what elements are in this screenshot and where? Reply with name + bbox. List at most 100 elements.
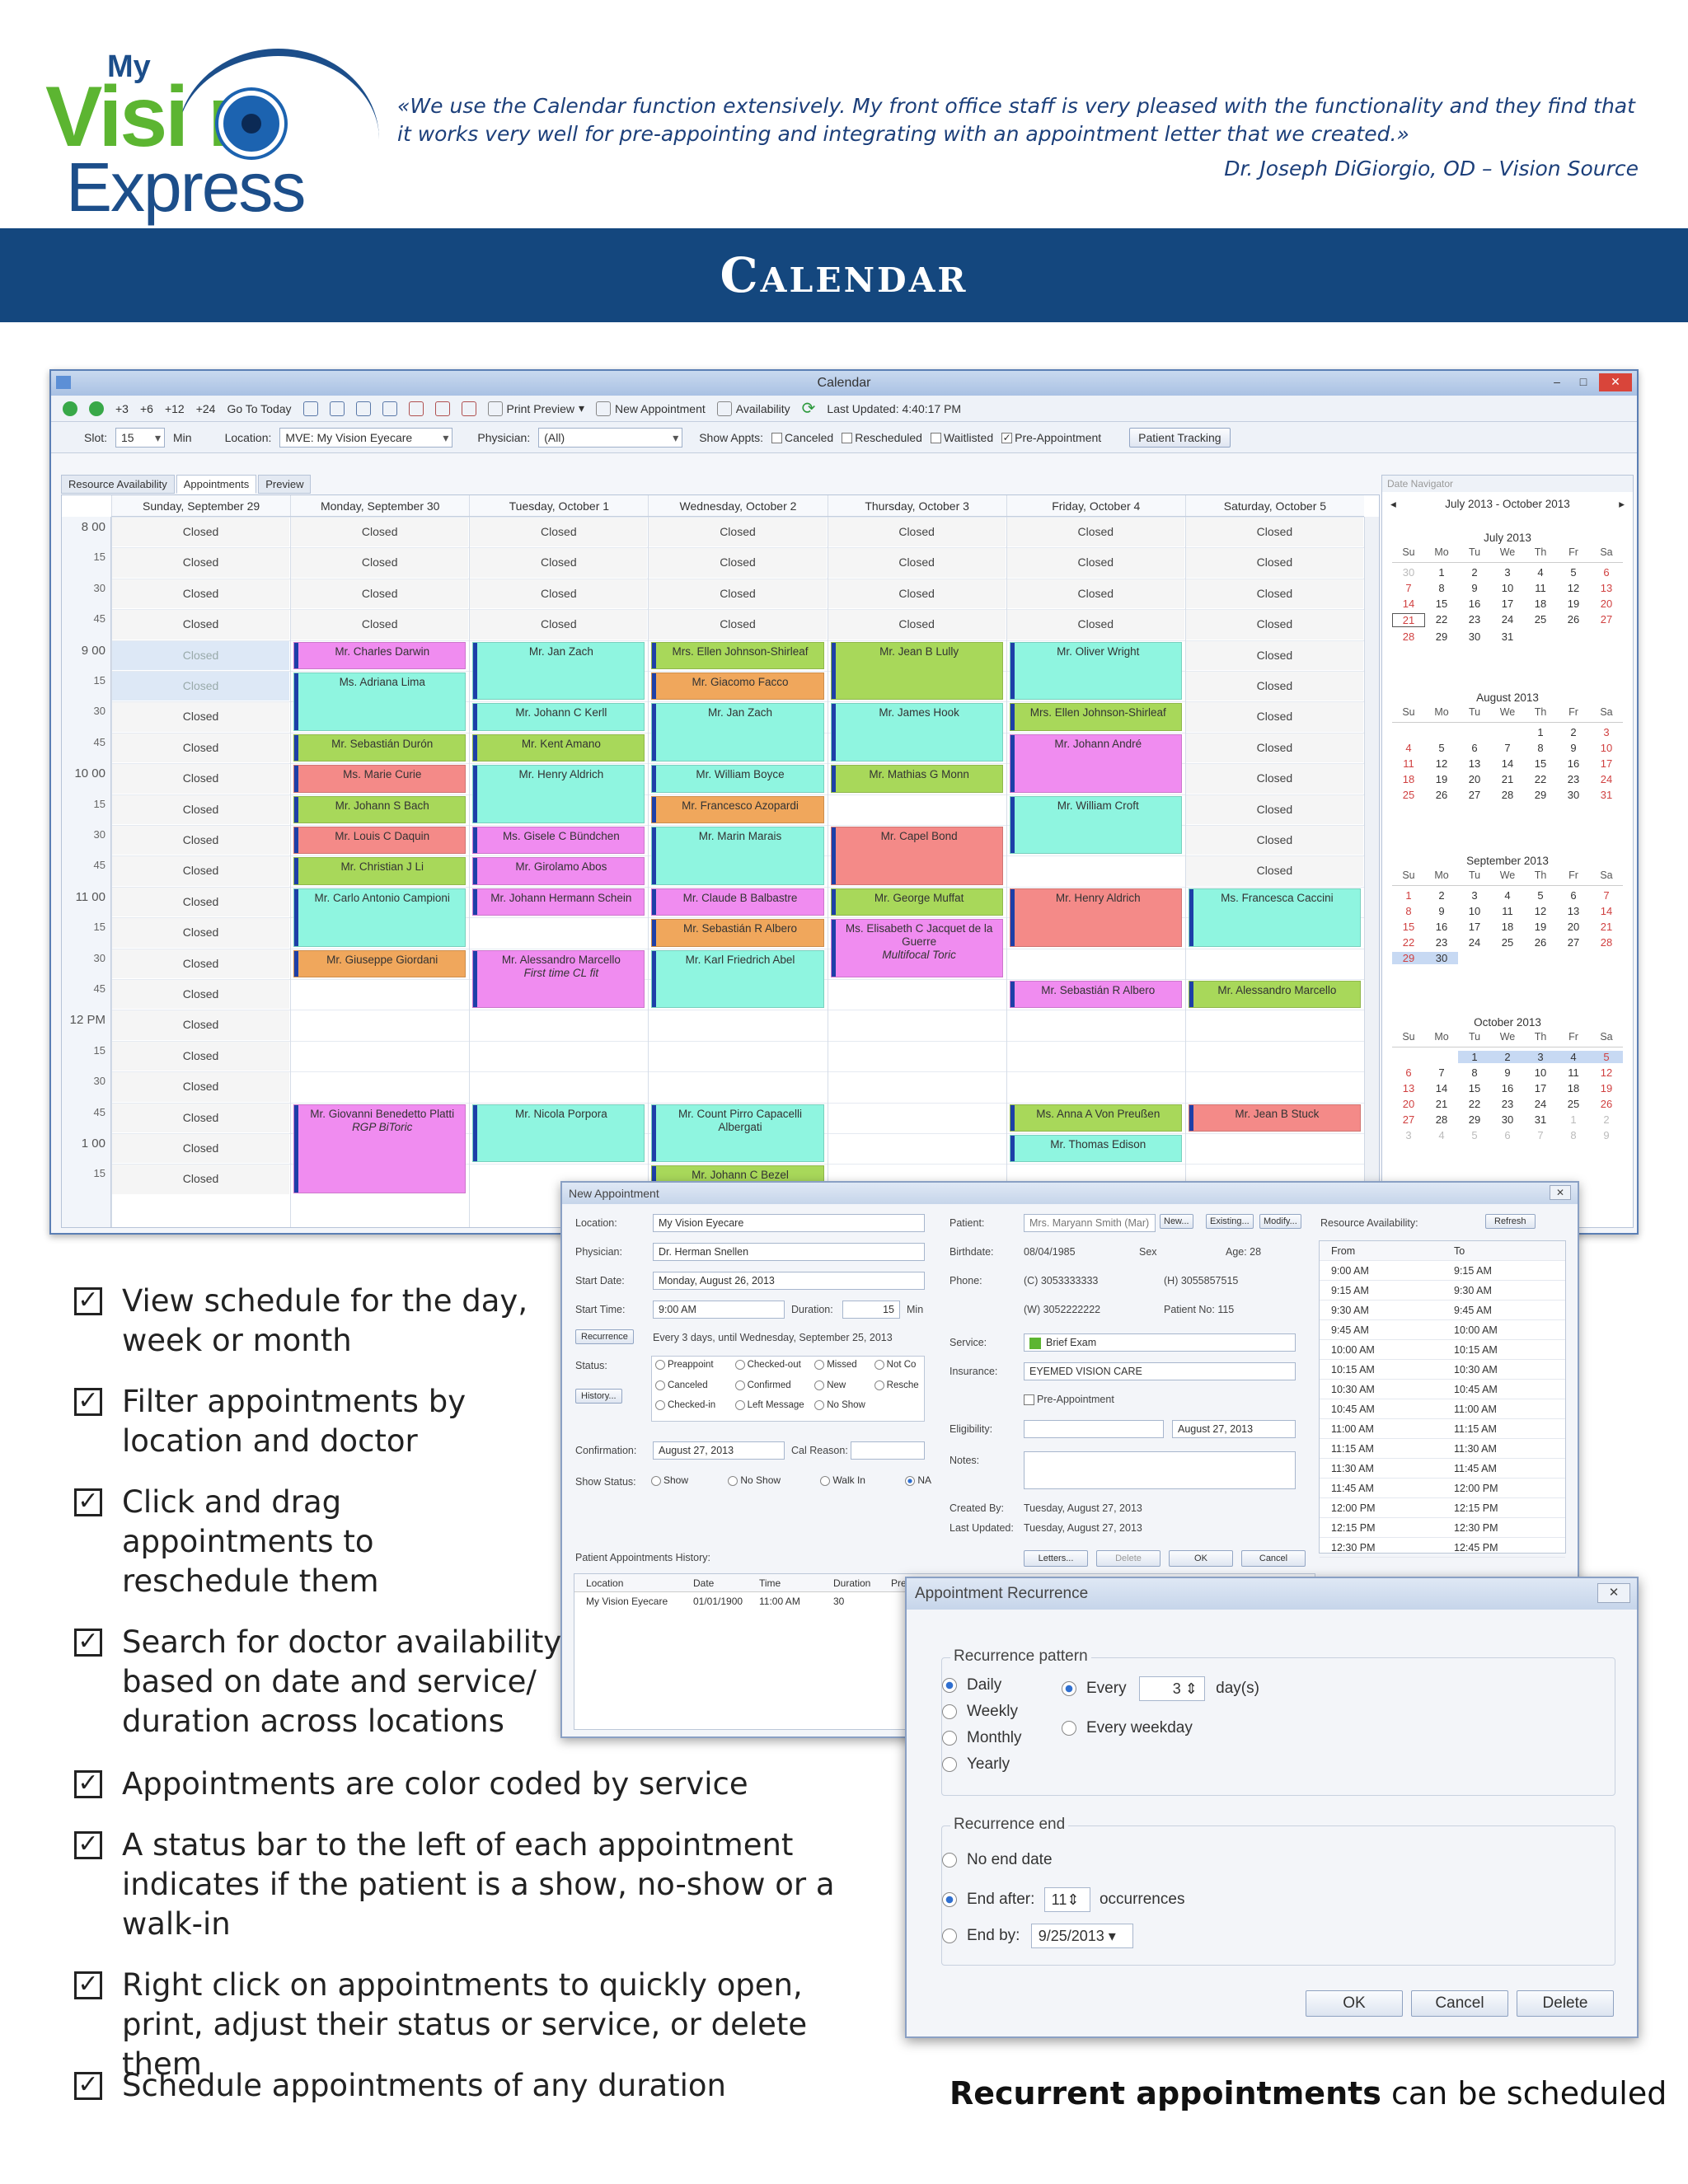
pre-appointment-checkbox[interactable]: Pre-Appointment bbox=[1024, 1394, 1114, 1406]
navigator-day[interactable]: 19 bbox=[1600, 1082, 1613, 1094]
navigator-day[interactable]: 19 bbox=[1534, 921, 1547, 933]
navigator-day[interactable]: 23 bbox=[1501, 1098, 1514, 1110]
navigator-day[interactable]: 15 bbox=[1534, 757, 1547, 770]
appointment-block[interactable]: Ms. Anna A Von Preußen bbox=[1009, 1104, 1182, 1132]
history-column-header[interactable]: Location bbox=[586, 1577, 624, 1589]
appointment-block[interactable]: Mr. William Croft bbox=[1009, 795, 1182, 855]
tab-preview[interactable]: Preview bbox=[258, 475, 312, 494]
navigator-day[interactable]: 6 bbox=[1471, 742, 1478, 754]
navigator-day[interactable]: 3 bbox=[1405, 1129, 1412, 1141]
show-status-radio[interactable]: No Show bbox=[728, 1474, 781, 1486]
start-time-input[interactable]: 9:00 AM bbox=[653, 1301, 785, 1319]
navigator-day[interactable]: 18 bbox=[1501, 921, 1514, 933]
navigator-day[interactable]: 15 bbox=[1468, 1082, 1481, 1094]
day-view-icon[interactable] bbox=[302, 401, 318, 416]
delete-button[interactable]: Delete bbox=[1517, 1990, 1614, 2017]
close-icon[interactable]: ✕ bbox=[1599, 373, 1632, 391]
navigator-day[interactable]: 22 bbox=[1435, 613, 1448, 626]
plus-3-button[interactable]: +3 bbox=[115, 401, 129, 415]
plus-24-button[interactable]: +24 bbox=[195, 401, 216, 415]
navigator-day[interactable]: 4 bbox=[1557, 1051, 1590, 1063]
status-radio[interactable]: Checked-out bbox=[734, 1360, 815, 1377]
new-patient-button[interactable]: New... bbox=[1160, 1214, 1193, 1229]
navigator-day[interactable]: 20 bbox=[1402, 1098, 1415, 1110]
navigator-day[interactable]: 3 bbox=[1603, 726, 1610, 738]
appointment-block[interactable]: Mr. Johann Hermann Schein bbox=[472, 888, 645, 916]
go-to-today-button[interactable]: Go To Today bbox=[227, 401, 292, 415]
appointment-block[interactable]: Mr. Sebastián Durón bbox=[293, 733, 467, 762]
navigator-day[interactable]: 13 bbox=[1600, 582, 1613, 594]
navigator-day[interactable]: 1 bbox=[1458, 1051, 1491, 1063]
table-row[interactable]: 11:15 AM 11:30 AM bbox=[1320, 1439, 1565, 1459]
navigator-day[interactable]: 23 bbox=[1567, 773, 1580, 785]
navigator-day[interactable]: 29 bbox=[1435, 630, 1448, 643]
appointment-block[interactable]: Mr. James Hook bbox=[830, 703, 1003, 762]
navigator-day[interactable]: 24 bbox=[1534, 1098, 1547, 1110]
navigator-day[interactable]: 15 bbox=[1402, 921, 1415, 933]
table-row[interactable]: 9:45 AM 10:00 AM bbox=[1320, 1320, 1565, 1340]
navigator-day[interactable]: 27 bbox=[1567, 936, 1580, 949]
navigator-day[interactable]: 23 bbox=[1435, 936, 1448, 949]
weekly-radio[interactable]: Weekly bbox=[942, 1703, 1018, 1721]
table-row[interactable]: 10:45 AM 11:00 AM bbox=[1320, 1399, 1565, 1419]
navigator-day[interactable]: 18 bbox=[1534, 598, 1547, 610]
navigator-day[interactable]: 21 bbox=[1392, 613, 1425, 627]
history-column-header[interactable]: Duration bbox=[833, 1577, 871, 1589]
notes-textarea[interactable] bbox=[1024, 1451, 1296, 1489]
navigator-day[interactable]: 24 bbox=[1600, 773, 1613, 785]
ok-button[interactable]: OK bbox=[1306, 1990, 1403, 2017]
navigator-day[interactable]: 8 bbox=[1405, 905, 1412, 917]
appointment-block[interactable]: Mr. Claude B Balbastre bbox=[651, 888, 824, 916]
table-row[interactable]: 10:30 AM 10:45 AM bbox=[1320, 1380, 1565, 1399]
canceled-checkbox[interactable]: Canceled bbox=[771, 431, 833, 444]
appointment-block[interactable]: Ms. Adriana Lima bbox=[293, 673, 467, 731]
end-after-input[interactable]: 11⇕ bbox=[1043, 1887, 1090, 1912]
appointment-block[interactable]: Ms. Elisabeth C Jacquet de la Guerre Mult… bbox=[830, 919, 1003, 977]
navigator-day[interactable]: 4 bbox=[1405, 742, 1412, 754]
navigator-day[interactable]: 25 bbox=[1501, 936, 1514, 949]
navigator-day[interactable]: 22 bbox=[1402, 936, 1415, 949]
nav-next-icon[interactable]: ▸ bbox=[1619, 498, 1625, 510]
navigator-day[interactable]: 3 bbox=[1504, 566, 1511, 579]
history-column-header[interactable]: Date bbox=[693, 1577, 715, 1589]
show-status-radio[interactable]: NA bbox=[905, 1474, 931, 1486]
navigator-day[interactable]: 2 bbox=[1491, 1051, 1524, 1063]
navigator-day[interactable]: 1 bbox=[1405, 889, 1412, 902]
plus-6-button[interactable]: +6 bbox=[139, 401, 153, 415]
navigator-day[interactable]: 29 bbox=[1468, 1113, 1481, 1126]
navigator-day[interactable]: 18 bbox=[1402, 773, 1415, 785]
resource-column-header[interactable]: From bbox=[1331, 1245, 1356, 1257]
navigator-day[interactable]: 10 bbox=[1600, 742, 1613, 754]
appointment-block[interactable]: Mr. Giovanni Benedetto Platti RGP BiToric bbox=[293, 1104, 467, 1193]
navigator-day[interactable]: 24 bbox=[1468, 936, 1481, 949]
appointment-block[interactable]: Mr. Henry Aldrich bbox=[1009, 888, 1182, 947]
navigator-day[interactable]: 17 bbox=[1600, 757, 1613, 770]
navigator-day[interactable]: 15 bbox=[1435, 598, 1448, 610]
navigator-day[interactable]: 16 bbox=[1435, 921, 1448, 933]
rescheduled-checkbox[interactable]: Rescheduled bbox=[842, 431, 922, 444]
navigator-day[interactable]: 9 bbox=[1438, 905, 1445, 917]
history-column-header[interactable]: Time bbox=[759, 1577, 781, 1589]
close-icon[interactable]: ✕ bbox=[1550, 1185, 1571, 1200]
navigator-day[interactable]: 28 bbox=[1402, 630, 1415, 643]
appointment-block[interactable]: Mr. Alessandro Marcello bbox=[1188, 981, 1361, 1009]
navigator-day[interactable]: 9 bbox=[1504, 1066, 1511, 1079]
navigator-day[interactable]: 25 bbox=[1567, 1098, 1580, 1110]
navigator-day[interactable]: 28 bbox=[1600, 936, 1613, 949]
navigator-day[interactable]: 26 bbox=[1534, 936, 1547, 949]
status-radio[interactable]: Missed bbox=[814, 1360, 874, 1377]
navigator-day[interactable]: 14 bbox=[1600, 905, 1613, 917]
navigator-day[interactable] bbox=[1425, 1051, 1458, 1063]
month-view-icon[interactable] bbox=[382, 401, 397, 416]
navigator-day[interactable]: 22 bbox=[1534, 773, 1547, 785]
insurance-select[interactable]: EYEMED VISION CARE bbox=[1024, 1362, 1296, 1380]
navigator-day[interactable]: 2 bbox=[1471, 566, 1478, 579]
appointment-block[interactable]: Mr. Kent Amano bbox=[472, 733, 645, 762]
navigator-day[interactable]: 30 bbox=[1501, 1113, 1514, 1126]
navigator-day[interactable]: 7 bbox=[1504, 742, 1511, 754]
appointment-block[interactable]: Mr. William Boyce bbox=[651, 765, 824, 793]
navigator-day[interactable]: 3 bbox=[1524, 1051, 1557, 1063]
appointment-block[interactable]: Mr. Johann S Bach bbox=[293, 795, 467, 823]
navigator-day[interactable]: 4 bbox=[1504, 889, 1511, 902]
day-header[interactable]: Monday, September 30 bbox=[290, 495, 469, 516]
